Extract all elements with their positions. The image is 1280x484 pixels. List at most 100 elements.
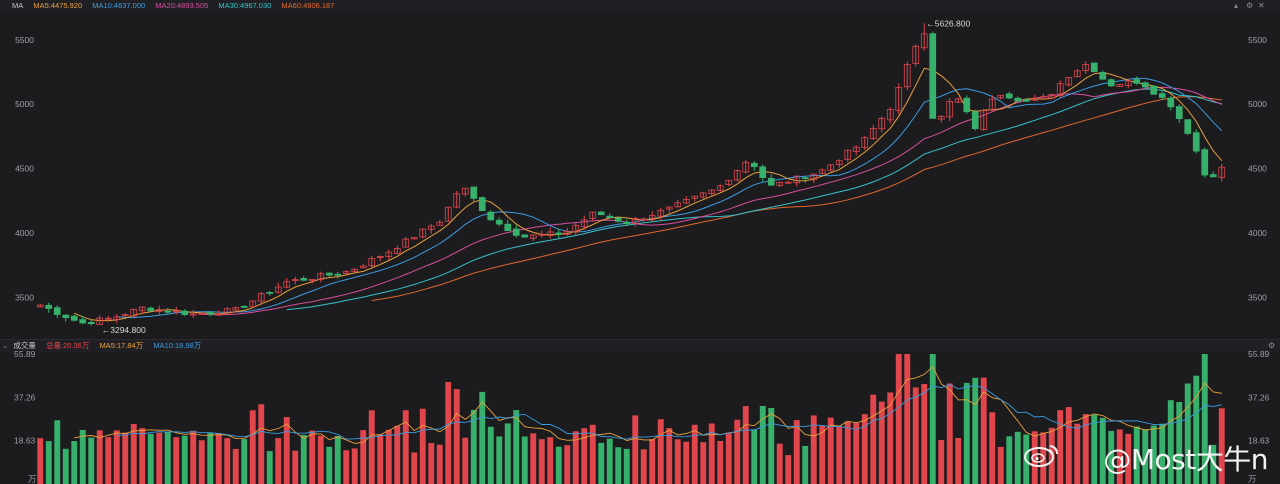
volume-bar	[802, 446, 809, 484]
volume-bar	[164, 431, 171, 484]
volume-bar	[1048, 427, 1055, 484]
candle	[614, 217, 622, 222]
candle	[410, 237, 418, 240]
volume-settings-icon[interactable]: ⚙	[1268, 341, 1276, 350]
candle	[130, 308, 138, 317]
volume-bar	[343, 450, 350, 484]
candle	[1184, 119, 1192, 134]
candle	[138, 306, 146, 312]
candle	[563, 230, 571, 235]
ma10-legend: MA10:4637.000	[92, 1, 146, 10]
candle	[1175, 106, 1183, 119]
candle	[317, 273, 325, 280]
volume-tick-right: 55.89	[1248, 349, 1270, 359]
volume-bar	[1116, 429, 1123, 484]
candle	[62, 314, 70, 319]
candle	[147, 307, 155, 312]
close-icon[interactable]: ✕	[1258, 1, 1265, 10]
settings-icon[interactable]: ⚙	[1246, 1, 1254, 10]
candle	[70, 315, 78, 321]
candle	[1116, 84, 1124, 87]
volume-bar	[589, 424, 596, 484]
volume-bar	[445, 382, 452, 484]
candle	[818, 169, 826, 174]
volume-bar	[759, 406, 766, 484]
volume-tick-left: 55.89	[14, 349, 36, 359]
volume-bar	[479, 391, 486, 484]
volume-bar	[972, 377, 979, 484]
volume-bar	[691, 424, 698, 484]
volume-bar	[530, 433, 537, 484]
volume-bar	[938, 440, 945, 484]
candle	[512, 228, 520, 236]
volume-bar	[989, 412, 996, 484]
volume-bar	[54, 420, 61, 484]
volume-bar	[963, 382, 970, 484]
volume-bar	[224, 438, 231, 484]
volume-bar	[904, 354, 911, 484]
volume-ma10-line	[116, 384, 1222, 440]
volume-bar	[946, 383, 953, 484]
candle	[1201, 149, 1209, 176]
volume-bar	[96, 430, 103, 484]
low-annotation: ←3294.800	[102, 325, 146, 335]
price-tick-left: 5500	[15, 35, 34, 45]
volume-bar	[836, 426, 843, 484]
candle	[521, 234, 529, 238]
volume-bar	[1065, 407, 1072, 484]
volume-bar	[88, 437, 95, 484]
candle	[1082, 64, 1090, 71]
candle	[1065, 77, 1073, 86]
volume-bar	[572, 431, 579, 484]
candle	[733, 170, 741, 181]
candle	[912, 45, 920, 64]
candle	[606, 215, 614, 218]
candle	[674, 202, 682, 208]
candle	[1107, 79, 1115, 87]
candle	[1031, 97, 1039, 101]
candle	[351, 268, 359, 272]
volume-bar	[666, 428, 673, 484]
volume-total-legend: 总量:20.36万	[45, 341, 90, 350]
candle	[1048, 94, 1056, 99]
volume-bar	[768, 408, 775, 484]
collapse-icon[interactable]: ⌄	[2, 341, 9, 350]
volume-bar	[37, 438, 44, 484]
candle	[861, 137, 869, 148]
candle	[53, 307, 61, 315]
candle	[257, 293, 265, 302]
volume-bar	[776, 443, 783, 484]
volume-bar	[555, 446, 562, 484]
volume-ma10-legend: MA10:18.98万	[153, 341, 202, 350]
volume-bar	[734, 419, 741, 484]
volume-bar	[1193, 375, 1200, 484]
volume-bar	[436, 444, 443, 484]
candle	[1014, 97, 1022, 102]
candle	[716, 185, 724, 191]
candle	[691, 195, 699, 199]
pane-up-icon[interactable]: ▴	[1234, 1, 1239, 10]
volume-bar	[657, 419, 664, 484]
volume-bar	[1014, 431, 1021, 484]
candle	[342, 271, 350, 274]
volume-bar	[929, 354, 936, 484]
volume-bar	[130, 424, 137, 484]
volume-bar	[317, 435, 324, 484]
volume-bar	[334, 436, 341, 484]
candle	[555, 232, 563, 235]
price-tick-right: 3500	[1248, 292, 1267, 302]
candle	[36, 304, 44, 308]
candle	[1090, 62, 1098, 73]
volume-legend: ⌄ 成交量 总量:20.36万 MA5:17.84万 MA10:18.98万	[0, 340, 1280, 352]
price-tick-left: 5000	[15, 99, 34, 109]
candle	[1141, 82, 1149, 88]
candle	[878, 118, 886, 130]
volume-bar	[147, 433, 154, 484]
candle	[988, 98, 996, 111]
candle	[572, 224, 580, 233]
volume-bar	[538, 439, 545, 484]
candle	[546, 231, 554, 236]
volume-bar	[368, 410, 375, 484]
candle	[801, 177, 809, 180]
